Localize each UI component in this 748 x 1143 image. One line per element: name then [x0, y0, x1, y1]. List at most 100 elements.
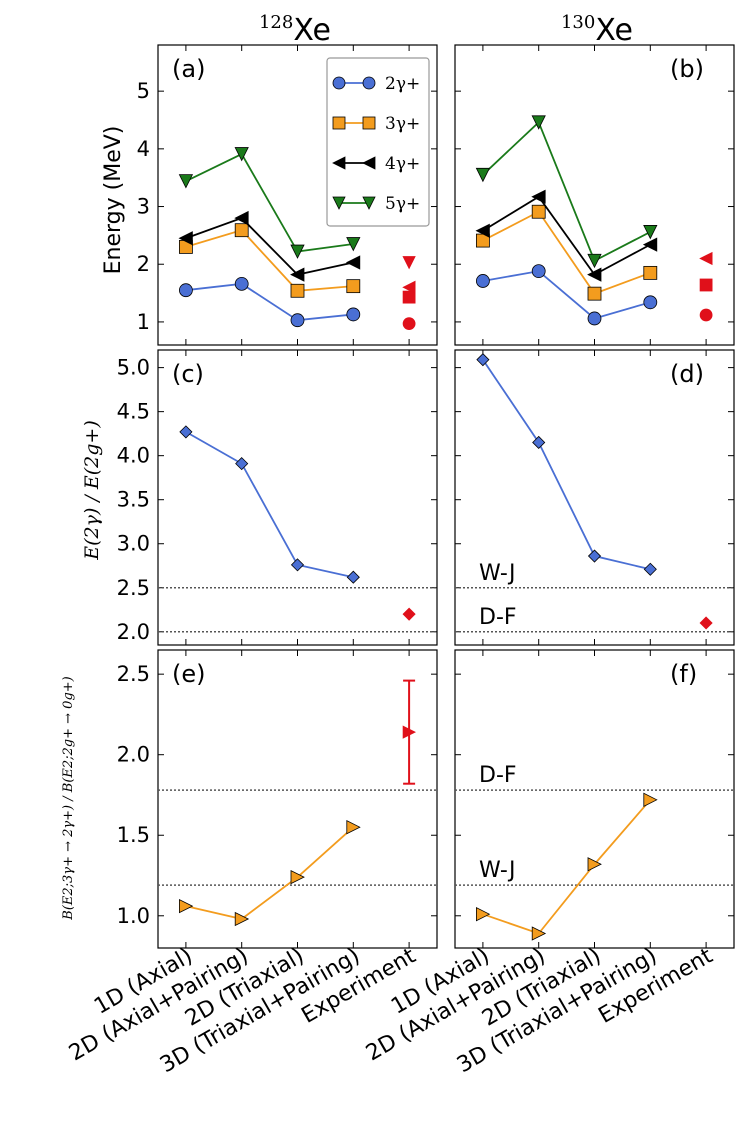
series-line	[482, 195, 651, 276]
data-point	[345, 255, 361, 270]
data-point	[179, 425, 193, 439]
legend-marker	[332, 196, 346, 210]
y-tick-label: 2.0	[117, 620, 150, 644]
series-line	[482, 799, 651, 935]
data-point	[475, 167, 491, 183]
panel-label: (e)	[172, 660, 206, 688]
data-point	[587, 857, 602, 872]
panel-label: (f)	[670, 660, 697, 688]
data-point	[587, 549, 602, 563]
legend-label: 3γ+	[385, 114, 420, 134]
data-point	[531, 926, 547, 941]
series-line	[185, 229, 354, 292]
title-130xe-element: Xe	[595, 13, 633, 48]
panel-f: (f) W-J D-F	[454, 649, 735, 949]
y-tick-label: 4	[137, 137, 150, 161]
data-point	[475, 907, 491, 922]
title-128xe-element: Xe	[293, 13, 331, 48]
y-tick-label: 5.0	[117, 356, 150, 380]
data-point	[475, 274, 490, 288]
y-tick-label: 2	[137, 252, 150, 276]
y-tick-label: 4.0	[117, 444, 150, 468]
y-tick-label: 2.0	[117, 743, 150, 767]
data-point	[234, 210, 249, 226]
ref-label-d-f: D-F	[479, 763, 517, 788]
series-line	[482, 120, 651, 263]
data-point	[346, 570, 360, 584]
panel-b: (b)	[454, 44, 735, 346]
title-128xe-mass: 128	[259, 12, 293, 33]
data-point	[290, 869, 305, 885]
data-point	[531, 264, 546, 279]
y-tick-label: 1.5	[117, 823, 150, 847]
legend-label: 2γ+	[385, 74, 420, 94]
panel-frame	[157, 349, 438, 646]
panel-e: 1.0 1.5 2.0 2.5 (e)	[117, 649, 438, 949]
ylabel-energy-ratio: E(2γ) / E(2g+)	[81, 420, 103, 561]
y-tick-label: 5	[137, 79, 150, 103]
y-tick-label: 3	[137, 195, 150, 219]
data-point	[178, 898, 194, 914]
series-line	[482, 210, 651, 295]
series-line	[185, 217, 354, 276]
data-point	[643, 225, 658, 240]
data-point	[346, 307, 361, 322]
data-point	[532, 435, 546, 450]
legend-marker	[332, 156, 346, 170]
experiment-point	[402, 317, 416, 331]
legend-marker	[362, 196, 376, 210]
panel-frame	[454, 649, 735, 949]
data-point	[587, 311, 602, 326]
panel-label: (a)	[172, 55, 205, 83]
series-line	[482, 359, 651, 571]
legend-box	[326, 57, 430, 227]
data-point	[587, 267, 602, 282]
legend: 2γ+ 3γ+ 4γ+ 5γ+	[326, 57, 430, 227]
panel-d: (d) W-J D-F	[454, 349, 735, 646]
legend-marker	[362, 156, 376, 170]
y-tick-label: 3.0	[117, 532, 150, 556]
experiment-point	[402, 280, 416, 294]
data-point	[531, 189, 546, 204]
experiment-point	[699, 308, 713, 322]
series-line	[185, 431, 354, 579]
data-point	[234, 276, 249, 291]
panel-frame	[454, 349, 735, 646]
data-point	[234, 147, 249, 162]
experiment-point	[699, 278, 713, 292]
y-tick-label: 1	[137, 310, 150, 334]
data-point	[290, 283, 305, 298]
ylabel-energy: Energy (MeV)	[101, 126, 126, 275]
data-point	[346, 820, 361, 835]
ref-label-w-j: W-J	[479, 561, 516, 586]
panel-label: (c)	[172, 360, 204, 388]
series-line	[185, 152, 354, 253]
ref-label-w-j: W-J	[479, 858, 516, 883]
ylabel-be2-ratio: B(E2;3γ+ → 2γ+) / B(E2;2g+ → 0g+)	[61, 676, 76, 920]
y-tick-label: 2.5	[117, 662, 150, 686]
data-point	[587, 286, 602, 301]
legend-marker	[362, 76, 376, 90]
data-point	[178, 231, 193, 246]
y-tick-label: 3.5	[117, 488, 150, 512]
ref-label-d-f: D-F	[479, 605, 517, 630]
experiment-point	[699, 251, 713, 266]
data-point	[346, 279, 361, 294]
panel-label: (b)	[670, 55, 704, 83]
data-point	[642, 237, 658, 252]
data-point	[476, 353, 490, 367]
panel-frame	[157, 649, 438, 949]
experiment-point	[402, 290, 416, 304]
experiment-point	[402, 256, 416, 270]
panel-label: (d)	[670, 360, 704, 388]
data-point	[587, 253, 602, 269]
data-point	[234, 911, 250, 927]
data-point	[643, 295, 658, 310]
y-tick-label: 2.5	[117, 576, 150, 600]
title-130xe: 130Xe	[561, 12, 633, 48]
legend-marker	[362, 116, 376, 130]
y-tick-label: 1.0	[117, 904, 150, 928]
data-point	[643, 562, 657, 576]
data-point	[643, 265, 658, 280]
data-point	[290, 244, 305, 259]
